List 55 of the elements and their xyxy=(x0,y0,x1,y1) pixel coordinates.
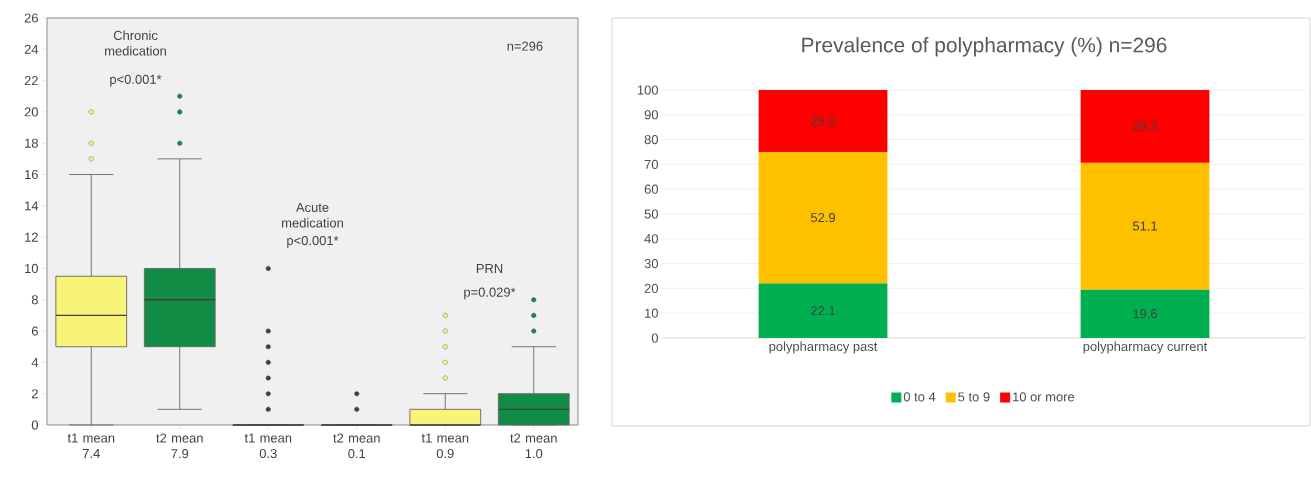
y-tick-label: 14 xyxy=(25,201,39,211)
bar xyxy=(1080,289,1210,338)
bar xyxy=(758,283,888,338)
data-label: 51.1 xyxy=(1132,221,1157,231)
legend-label: 5 to 9 xyxy=(958,392,990,402)
x-tick-label: t2 mean 7.9 xyxy=(156,433,203,459)
y-tick-label: 2 xyxy=(31,389,38,399)
chart-title: Prevalence of polypharmacy (%) n=296 xyxy=(802,37,1167,57)
annotation: Chronic medication xyxy=(105,30,166,56)
y-tick-label: 22 xyxy=(24,76,38,86)
annotation: p<0.001* xyxy=(110,74,162,87)
legend-label: 10 or more xyxy=(1013,392,1075,402)
x-tick-label: t1 mean 0.3 xyxy=(244,433,292,459)
x-tick-label: polypharmacy past xyxy=(769,341,878,354)
bar xyxy=(1080,162,1210,290)
data-label: 22.1 xyxy=(811,306,835,316)
y-tick-label: 70 xyxy=(644,159,658,169)
annotation: p=0.029* xyxy=(464,287,516,300)
y-tick-label: 50 xyxy=(644,209,658,219)
y-tick-label: 26 xyxy=(24,13,38,23)
bar xyxy=(1080,89,1210,163)
y-tick-label: 20 xyxy=(644,283,658,293)
y-tick-label: 60 xyxy=(644,184,658,194)
y-tick-label: 10 xyxy=(25,263,38,274)
y-tick-label: 24 xyxy=(24,44,39,54)
y-tick-label: 18 xyxy=(25,138,38,148)
y-tick-label: 100 xyxy=(637,85,658,95)
legend-label: 0 to 4 xyxy=(903,392,936,402)
y-tick-label: 40 xyxy=(644,234,658,244)
x-tick-label: t2 mean 1.0 xyxy=(510,433,557,459)
bar xyxy=(758,151,888,284)
y-tick-label: 12 xyxy=(25,232,38,242)
y-tick-label: 20 xyxy=(24,107,38,117)
data-label: 25.0 xyxy=(811,116,836,126)
y-tick-label: 8 xyxy=(31,295,38,305)
y-tick-label: 6 xyxy=(31,326,38,336)
y-tick-label: 0 xyxy=(31,420,38,430)
y-tick-label: 30 xyxy=(644,259,658,269)
data-label: 52.9 xyxy=(810,212,836,223)
bar xyxy=(758,89,888,152)
x-tick-label: polypharmacy current xyxy=(1083,341,1208,354)
data-label: 29.3 xyxy=(1133,121,1158,131)
y-tick-label: 90 xyxy=(644,110,658,120)
y-tick-label: 80 xyxy=(644,135,658,145)
annotation: PRN xyxy=(476,264,503,273)
x-tick-label: t1 mean 7.4 xyxy=(67,433,115,458)
annotation: p<0.001* xyxy=(287,235,339,248)
y-tick-label: 16 xyxy=(25,169,38,180)
y-tick-label: 4 xyxy=(31,357,39,367)
data-label: 19.6 xyxy=(1133,309,1158,319)
x-tick-label: t2 mean 0.1 xyxy=(333,433,380,459)
y-tick-label: 10 xyxy=(645,308,658,318)
y-tick-label: 0 xyxy=(651,333,658,343)
x-tick-label: t1 mean 0.9 xyxy=(421,433,469,459)
annotation: n=296 xyxy=(507,41,543,51)
